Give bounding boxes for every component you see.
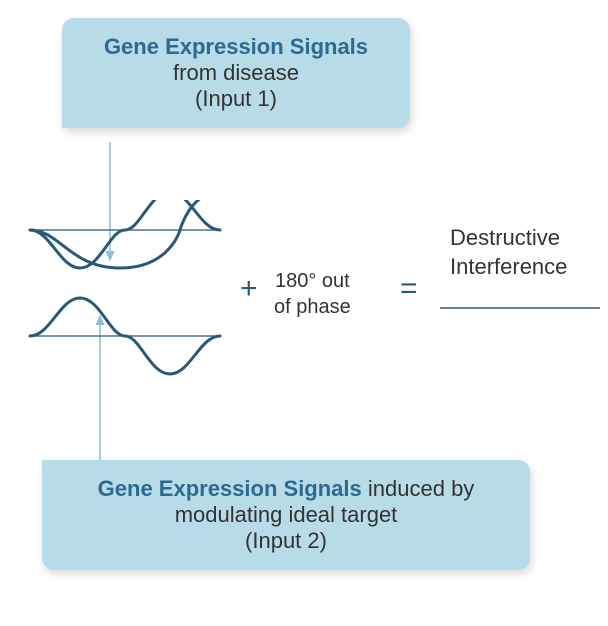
bottom-callout-input: (Input 2) <box>66 528 506 554</box>
plus-sign: + <box>240 272 258 306</box>
result-line2: Interference <box>450 254 567 279</box>
phase-line2: of phase <box>274 296 351 318</box>
bottom-callout: Gene Expression Signals induced by modul… <box>42 460 530 570</box>
top-callout-input: (Input 1) <box>86 86 386 112</box>
diagram-area: + 180° out of phase = Destructive Interf… <box>20 200 600 400</box>
result-line1: Destructive <box>450 225 560 250</box>
bottom-title-suffix: induced by <box>362 476 475 501</box>
phase-line1: 180° out <box>275 270 350 292</box>
phase-text: 180° out of phase <box>274 268 351 320</box>
top-sine <box>30 200 220 268</box>
top-wave <box>30 200 220 268</box>
result-text: Destructive Interference <box>450 224 567 281</box>
bottom-title-text: Gene Expression Signals <box>98 476 362 501</box>
top-callout-line2: from disease <box>86 60 386 86</box>
top-callout-title: Gene Expression Signals <box>86 34 386 60</box>
bottom-callout-line1: Gene Expression Signals induced by <box>66 476 506 502</box>
equals-sign: = <box>400 272 418 306</box>
bottom-callout-line2: modulating ideal target <box>66 502 506 528</box>
top-callout: Gene Expression Signals from disease (In… <box>62 18 410 128</box>
top-title-text: Gene Expression Signals <box>104 34 368 59</box>
